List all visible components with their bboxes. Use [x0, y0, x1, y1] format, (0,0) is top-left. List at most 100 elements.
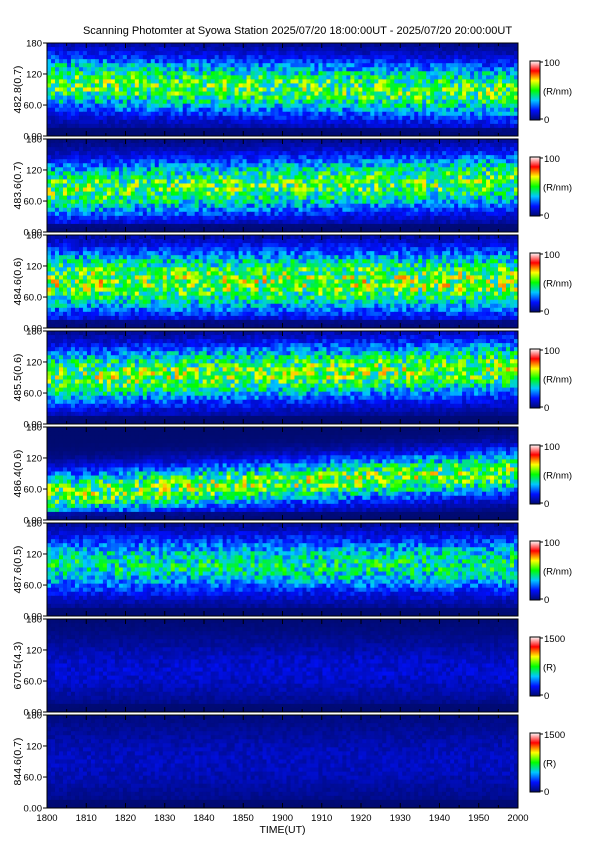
panel-1-cell [130, 107, 136, 113]
panel-1-cell [78, 87, 84, 92]
panel-2-cell [138, 207, 144, 213]
panel-2-cell [414, 199, 419, 205]
panel-2-cell [354, 171, 359, 176]
panel-1-cell [178, 55, 184, 60]
panel-1-cell [166, 43, 172, 48]
panel-2-cell [66, 203, 72, 209]
panel-1-cell [98, 51, 104, 56]
panel-1-cell [346, 111, 351, 117]
panel-2-cell [354, 207, 359, 213]
panel-1-cell [86, 59, 92, 64]
panel-2-cell [50, 183, 56, 188]
panel-2-cell [234, 167, 239, 172]
panel-1-cell [182, 59, 188, 64]
panel-2-cell [110, 183, 116, 188]
panel-1-cell [174, 111, 180, 117]
panel-1-cell [398, 103, 403, 109]
panel-2-cell [106, 195, 112, 201]
panel-1-cell [394, 51, 399, 56]
panel-2-cell [50, 187, 56, 192]
panel-2-cell [186, 187, 192, 192]
panel-1-cell [310, 87, 315, 92]
panel-1-cell [194, 59, 200, 64]
panel-1-cell [486, 99, 491, 105]
panel-1-cell [86, 75, 92, 80]
panel-1-cell [382, 55, 387, 60]
panel-1-cell [474, 71, 479, 76]
panel-1-cell [50, 71, 56, 76]
panel-2-cell [362, 155, 367, 160]
panel-1-cell [142, 107, 148, 113]
panel-2-cell [426, 175, 431, 180]
panel-1-cell [94, 123, 100, 129]
panel-2-cell [446, 179, 451, 184]
panel-1-cell [118, 99, 124, 105]
panel-1-cell [78, 107, 84, 113]
panel-1-cell [430, 51, 435, 56]
panel-1-cell [370, 107, 375, 113]
panel-1-cell [142, 79, 148, 84]
panel-2-cell [170, 211, 176, 217]
panel-2-cell [182, 159, 188, 164]
panel-1-cell [178, 75, 184, 80]
panel-2-cell [206, 163, 212, 168]
panel-1-cell [134, 51, 140, 56]
panel-1-cell [334, 131, 339, 137]
panel-1-cell [226, 43, 232, 48]
panel-1-cell [442, 63, 447, 68]
panel-1-cell [66, 131, 72, 137]
panel-1-cell [418, 79, 423, 84]
panel-1-cell [482, 43, 487, 48]
panel-1-cell [47, 55, 52, 60]
panel-1-cell [62, 43, 68, 48]
panel-1-cell [190, 103, 196, 109]
panel-1-cell [274, 43, 279, 48]
panel-2-cell [66, 155, 72, 160]
panel-1-cell [470, 55, 475, 60]
panel-1-cell [50, 87, 56, 92]
panel-2-cell [286, 179, 291, 184]
panel-1-cell [142, 87, 148, 92]
panel-1-cell [462, 87, 467, 92]
panel-1-cell [330, 71, 335, 76]
panel-1-cell [194, 55, 200, 60]
panel-1-cell [106, 83, 112, 88]
panel-2-cell [362, 175, 367, 180]
panel-1-cell [382, 107, 387, 113]
panel-2-cell [106, 171, 112, 176]
panel-2-cell [406, 175, 411, 180]
panel-1-cell [146, 87, 152, 92]
panel-2-cell [198, 167, 204, 172]
panel-2-cell [398, 195, 403, 201]
panel-1-cell [446, 75, 451, 80]
panel-2-cell [246, 143, 251, 148]
panel-1-cell [362, 111, 367, 117]
panel-2-cell [382, 163, 387, 168]
panel-2-cell [246, 155, 251, 160]
panel-2-cell [126, 143, 132, 148]
panel-2-cell [150, 147, 156, 152]
panel-1-cell [446, 119, 451, 125]
panel-1-cell [50, 55, 56, 60]
panel-1-cell [154, 59, 160, 64]
panel-1-cell [334, 91, 339, 96]
panel-1-cell [382, 71, 387, 76]
panel-2-cell [230, 203, 235, 209]
panel-1-cell [398, 51, 403, 56]
panel-2-cell [414, 155, 419, 160]
panel-2-cell [106, 175, 112, 180]
panel-2-cell [422, 139, 427, 144]
panel-1-cell [150, 131, 156, 137]
panel-2-cell [50, 191, 56, 197]
panel-2-cell [118, 187, 124, 192]
panel-1-cell [270, 55, 275, 60]
panel-2-cell [506, 207, 511, 213]
panel-2-cell [198, 171, 204, 176]
panel-2-cell [402, 155, 407, 160]
panel-1-cell [414, 95, 419, 101]
panel-1-cell [218, 55, 224, 60]
panel-1-cell [198, 59, 204, 64]
panel-2-cell [326, 163, 331, 168]
panel-1-cell [74, 127, 80, 133]
panel-2-cell [266, 175, 271, 180]
